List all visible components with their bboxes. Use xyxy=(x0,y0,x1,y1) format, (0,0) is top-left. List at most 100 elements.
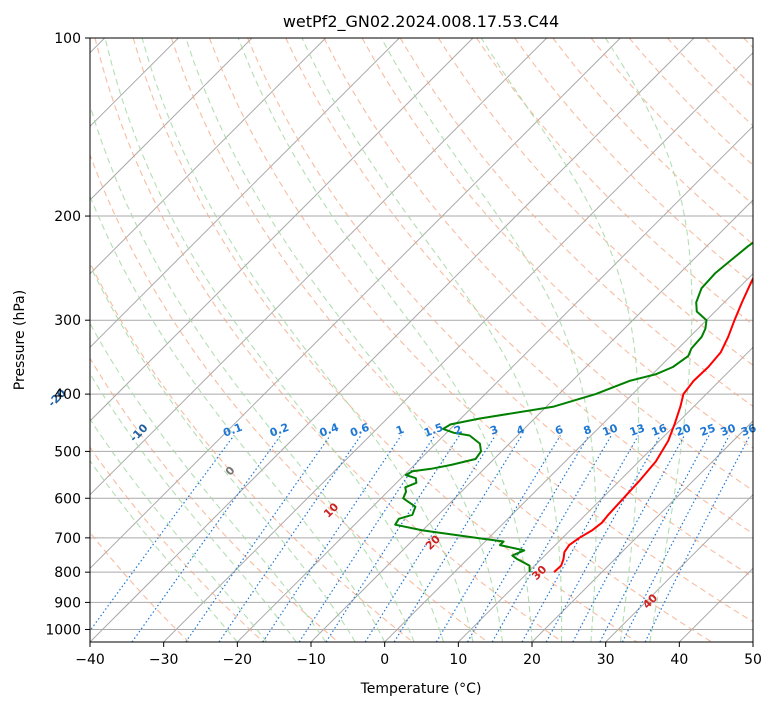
dry-adiabat-line xyxy=(90,446,264,642)
moist-adiabat-line xyxy=(90,103,415,642)
y-tick-label: 700 xyxy=(54,531,81,547)
isotherm-line xyxy=(90,38,621,570)
x-tick-label: 10 xyxy=(449,652,467,668)
y-tick-label: 300 xyxy=(54,313,81,329)
mixing-ratio-line xyxy=(298,435,436,642)
x-tick-label: 30 xyxy=(597,652,615,668)
mixing-ratio-line xyxy=(466,435,590,642)
moist-adiabat-line xyxy=(90,459,238,642)
mixing-ratio-label: 1 xyxy=(394,423,406,438)
dry-adiabat-line xyxy=(247,38,753,578)
y-tick-label: 1000 xyxy=(45,622,81,638)
mixing-ratio-line xyxy=(185,435,331,642)
x-axis-label: Temperature (°C) xyxy=(360,681,482,697)
x-tick-label: 0 xyxy=(380,652,389,668)
isotherm-line xyxy=(90,38,400,349)
dry-adiabat-line xyxy=(208,38,753,623)
x-tick-label: −20 xyxy=(223,652,253,668)
isotherm-line xyxy=(236,125,753,642)
mixing-ratio-line xyxy=(545,435,661,642)
isotherm-line xyxy=(90,38,253,201)
dry-adiabat-line xyxy=(90,261,414,642)
mixing-ratio-label: 20 xyxy=(674,421,693,439)
mixing-ratio-label: 13 xyxy=(628,422,647,439)
dry-adiabat-line xyxy=(170,38,712,642)
x-tick-label: −30 xyxy=(149,652,179,668)
moist-adiabat-line xyxy=(605,38,693,642)
dewpoint-line xyxy=(394,241,753,573)
isotherm-line xyxy=(90,38,474,422)
x-tick-label: 50 xyxy=(744,652,762,668)
mixing-ratio-label: 30 xyxy=(719,421,738,439)
y-tick-label: 200 xyxy=(54,209,81,225)
mixing-ratio-label: 10 xyxy=(601,421,620,439)
y-tick-label: 400 xyxy=(54,387,81,403)
isotherm-line xyxy=(90,38,327,275)
isotherm-line xyxy=(90,38,695,642)
temperature-line xyxy=(553,276,753,573)
y-tick-label: 900 xyxy=(54,595,81,611)
profile-series xyxy=(394,241,753,573)
moist-adiabat-line xyxy=(301,38,563,642)
mixing-ratio-label: 0.4 xyxy=(318,421,341,440)
mixing-ratio-label: 8 xyxy=(582,423,594,438)
y-axis-label: Pressure (hPa) xyxy=(12,290,28,390)
mixing-ratio-line xyxy=(218,435,362,642)
dry-adiabat-line xyxy=(323,38,753,492)
y-tick-label: 800 xyxy=(54,565,81,581)
mixing-ratio-label: 6 xyxy=(553,423,565,438)
isotherm-line xyxy=(163,51,753,642)
mixing-ratio-line xyxy=(621,435,730,642)
isotherm-line xyxy=(605,493,753,642)
mixing-ratio-line xyxy=(325,435,460,642)
chart-title: wetPf2_GN02.2024.008.17.53.C44 xyxy=(283,12,559,32)
mixing-ratio-line xyxy=(644,435,751,642)
mixing-ratio-line xyxy=(491,435,612,642)
dry-adiabat-line xyxy=(94,38,563,642)
moist-adiabat-line xyxy=(185,38,504,642)
mixing-ratio-label: 16 xyxy=(650,421,669,439)
dry-adiabat-line xyxy=(399,38,753,408)
mixing-ratio-label: 0.6 xyxy=(348,421,371,440)
mixing-ratio-label: 25 xyxy=(698,422,717,439)
moist-adiabat-line xyxy=(380,38,597,642)
mixing-ratio-line xyxy=(90,435,235,632)
y-axis: 100 200 300 400 500 600 700 800 900 1000 xyxy=(45,31,90,638)
dry-adiabat-line xyxy=(437,38,753,366)
moist-adiabat-line xyxy=(141,38,474,642)
mixing-ratio-label: 0.2 xyxy=(268,421,291,440)
background-grid xyxy=(90,38,753,642)
mixing-ratio-label: 4 xyxy=(515,423,527,438)
dry-adiabat-line xyxy=(90,153,488,642)
isotherm-line xyxy=(90,38,548,496)
moist-adiabat-line xyxy=(90,418,268,642)
moist-adiabat-line xyxy=(90,194,386,642)
moist-adiabat-line xyxy=(480,38,640,642)
x-tick-label: 20 xyxy=(523,652,541,668)
plot-frame xyxy=(89,37,754,643)
x-tick-label: −10 xyxy=(296,652,326,668)
mixing-ratio-line xyxy=(364,435,496,642)
x-axis: −40 −30 −20 −10 0 10 20 30 40 50 xyxy=(75,642,762,668)
moist-adiabat-line xyxy=(237,38,533,642)
mixing-ratio-line xyxy=(599,435,710,642)
mixing-ratio-label: 0.1 xyxy=(221,421,244,440)
mixing-ratio-label: 36 xyxy=(739,421,758,439)
y-tick-label: 500 xyxy=(54,444,81,460)
mixing-ratio-line xyxy=(521,435,639,642)
moist-adiabat-line xyxy=(90,372,297,642)
isotherm-line xyxy=(457,346,753,642)
mixing-ratio-label: 3 xyxy=(488,423,500,438)
moist-adiabat-line xyxy=(90,322,327,642)
dry-adiabat-line xyxy=(552,38,753,245)
y-tick-label: 600 xyxy=(54,491,81,507)
dry-adiabat-line xyxy=(590,38,753,206)
dry-adiabat-line xyxy=(285,38,753,535)
dry-adiabat-line xyxy=(90,357,339,642)
x-tick-label: −40 xyxy=(75,652,105,668)
mixing-ratio-line xyxy=(393,435,523,642)
mixing-ratio-label: 2 xyxy=(452,423,464,438)
y-tick-label: 100 xyxy=(54,31,81,47)
